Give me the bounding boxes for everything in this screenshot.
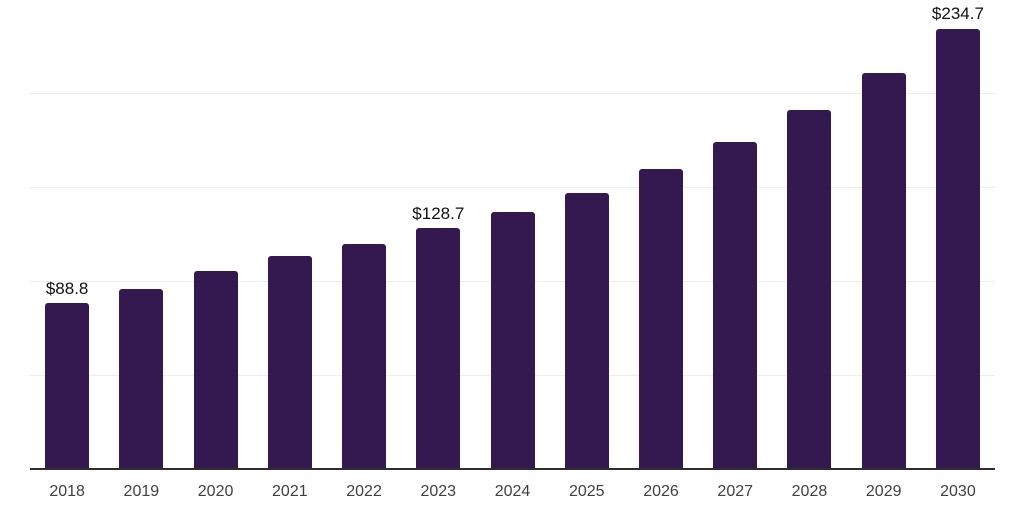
bar-2023 — [416, 228, 461, 470]
bar-group-2026 — [624, 0, 698, 470]
bar-group-2022 — [327, 0, 401, 470]
plot-area: $88.8 $128.7 $234.7 — [30, 0, 995, 470]
gridline-200 — [30, 93, 995, 94]
x-tick-2027: 2027 — [717, 483, 754, 500]
gridline-150 — [30, 187, 995, 188]
bar-group-2023: $128.7 — [401, 0, 475, 470]
bar-2028 — [787, 109, 832, 470]
x-tick-2020: 2020 — [197, 483, 234, 500]
x-tick-2023: 2023 — [420, 483, 457, 500]
x-tick-2022: 2022 — [346, 483, 382, 500]
bar-series: $88.8 $128.7 $234.7 — [30, 0, 995, 470]
bar-value-label-2018: $88.8 — [45, 278, 89, 298]
bar-group-2030: $234.7 — [921, 0, 995, 470]
bar-group-2025 — [550, 0, 624, 470]
bar-group-2024 — [475, 0, 549, 470]
bar-value-label-2030: $234.7 — [931, 4, 984, 24]
bar-group-2029 — [847, 0, 921, 470]
bar-2030 — [935, 28, 980, 470]
bar-group-2021 — [253, 0, 327, 470]
bar-2027 — [713, 141, 758, 470]
x-axis-line — [30, 468, 995, 470]
bar-2020 — [193, 270, 238, 470]
bar-group-2018: $88.8 — [30, 0, 104, 470]
x-tick-2025: 2025 — [568, 483, 605, 500]
x-axis-tick-labels: 2018 2019 2020 2021 2022 2023 2024 2025 2026 2027… — [30, 483, 995, 501]
bar-2019 — [119, 288, 164, 470]
x-tick-2029: 2029 — [865, 483, 902, 500]
bar-group-2019 — [104, 0, 178, 470]
bar-group-2028 — [772, 0, 846, 470]
bar-2025 — [564, 193, 609, 470]
bar-group-2027 — [698, 0, 772, 470]
x-tick-2019: 2019 — [123, 483, 160, 500]
bar-value-label-2023: $128.7 — [412, 203, 465, 223]
bar-2018 — [45, 303, 90, 470]
bar-group-2020 — [178, 0, 252, 470]
x-tick-2024: 2024 — [494, 483, 531, 500]
bar-2029 — [861, 73, 906, 470]
x-tick-2026: 2026 — [643, 483, 679, 500]
bar-2022 — [342, 244, 387, 470]
x-tick-2028: 2028 — [791, 483, 828, 500]
x-tick-2021: 2021 — [272, 483, 308, 500]
bar-2021 — [267, 256, 312, 470]
x-tick-2030: 2030 — [940, 483, 976, 500]
bar-2024 — [490, 211, 535, 470]
bar-2026 — [638, 168, 683, 470]
x-tick-2018: 2018 — [49, 483, 85, 500]
